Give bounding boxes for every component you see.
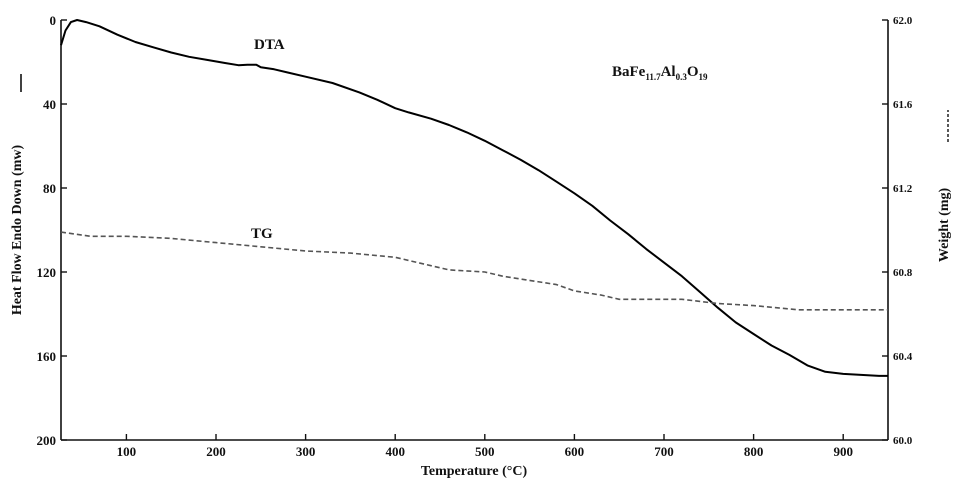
x-tick-label: 900: [833, 444, 853, 459]
x-tick-label: 400: [385, 444, 405, 459]
x-tick-label: 800: [744, 444, 764, 459]
formula-subscript: 0.3: [676, 72, 688, 82]
y-left-tick-label: 160: [37, 349, 57, 364]
x-tick-label: 500: [475, 444, 495, 459]
tg-series-line: [60, 231, 888, 311]
formula-subscript: 19: [699, 72, 709, 82]
y-right-tick-label: 60.4: [893, 351, 913, 363]
y-right-tick-label: 61.6: [893, 99, 913, 111]
y-left-tick-label: 120: [37, 265, 57, 280]
dta-series-line: [60, 19, 888, 377]
y-right-tick-label: 60.0: [893, 435, 913, 447]
tg-series-label: TG: [251, 226, 273, 242]
x-tick-label: 600: [565, 444, 585, 459]
formula-part: BaFe: [612, 64, 646, 80]
plot-frame: [60, 20, 889, 441]
y-right-axis-label: Weight (mg): [937, 188, 952, 263]
y-right-tick-label: 60.8: [893, 267, 913, 279]
formula-part: O: [687, 64, 699, 80]
x-tick-label: 700: [654, 444, 674, 459]
x-axis-label: Temperature (°C): [421, 464, 528, 479]
x-tick-label: 300: [296, 444, 316, 459]
y-left-tick-label: 40: [43, 97, 56, 112]
x-tick-label: 100: [117, 444, 137, 459]
formula-subscript: 11.7: [645, 72, 661, 82]
sample-formula: BaFe11.7Al0.3O19: [612, 64, 708, 82]
y-left-tick-label: 200: [37, 433, 57, 448]
y-left-axis-label: Heat Flow Endo Down (mw): [10, 145, 25, 316]
dta-series-label: DTA: [254, 37, 285, 53]
y-right-tick-label: 62.0: [893, 15, 913, 27]
y-right-ticks: 62.0 61.6 61.2 60.8 60.4 60.0: [882, 15, 913, 447]
x-ticks: 100 200 300 400 500 600 700 800 900: [117, 434, 853, 459]
y-right-tick-label: 61.2: [893, 183, 913, 195]
y-left-tick-label: 0: [50, 13, 57, 28]
formula-part: Al: [661, 64, 676, 80]
y-left-tick-label: 80: [43, 181, 56, 196]
y-left-ticks: 0 40 80 120 160 200: [37, 13, 67, 448]
x-tick-label: 200: [206, 444, 226, 459]
series-lines: [60, 19, 888, 377]
